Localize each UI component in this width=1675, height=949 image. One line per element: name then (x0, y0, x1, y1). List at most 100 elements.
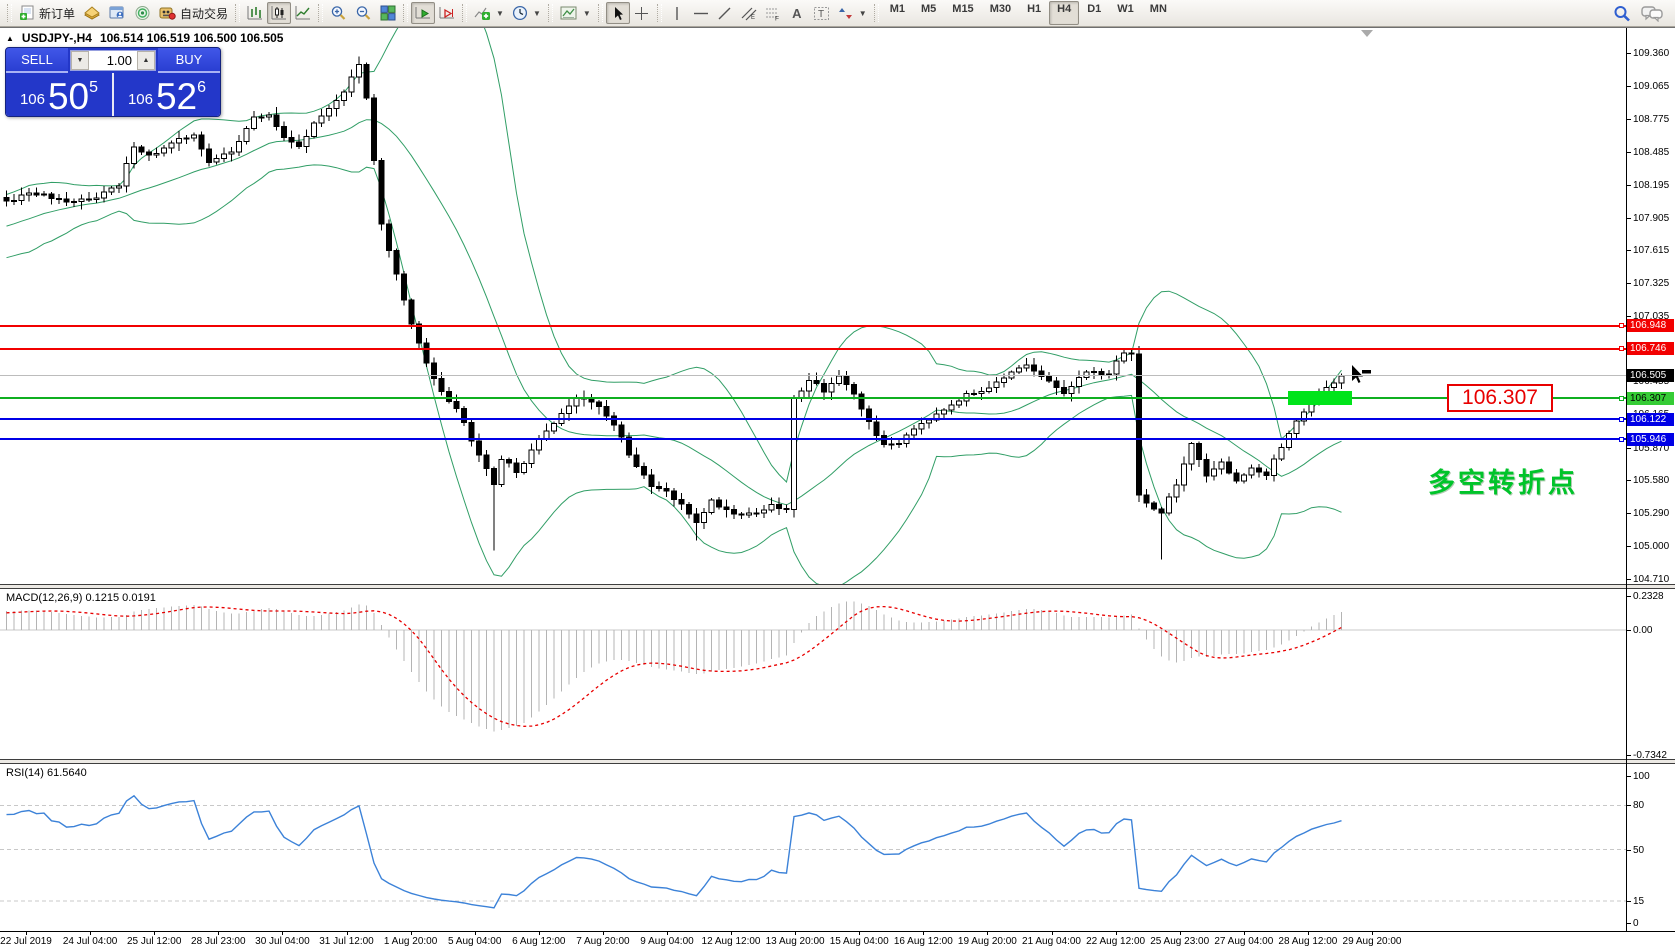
price-marker-105.946[interactable]: 105.946 (1627, 432, 1674, 446)
line-handle[interactable] (1619, 346, 1624, 352)
sell-price-big: 50 (47, 76, 90, 117)
toolbar-grip (597, 4, 603, 22)
timeframe-m15-button[interactable]: M15 (952, 3, 974, 15)
panel-splitter[interactable] (0, 759, 1675, 764)
indicators-button[interactable]: ▼ (470, 2, 508, 24)
zoom-in-button[interactable] (326, 2, 351, 24)
timeframe-m5-button[interactable]: M5 (921, 3, 937, 15)
terminal-button[interactable] (130, 2, 155, 24)
horizontal-level-line-105.946[interactable] (0, 438, 1626, 440)
line-handle[interactable] (1619, 395, 1624, 401)
toolbar-right-group (1613, 5, 1671, 22)
toolbar-grip (547, 4, 553, 22)
toolbar-grip (318, 4, 324, 22)
timeframe-mn-button[interactable]: MN (1149, 3, 1167, 15)
price-marker-106.948[interactable]: 106.948 (1627, 319, 1674, 333)
time-label: 31 Jul 12:00 (319, 936, 374, 947)
horizontal-line-tool-button[interactable] (689, 2, 713, 24)
timeframe-h1-button[interactable]: H1 (1027, 3, 1042, 15)
buy-price[interactable]: 106 52 6 (114, 73, 220, 116)
bar-chart-icon (247, 6, 263, 20)
bar-chart-mode-button[interactable] (243, 2, 267, 24)
channel-tool-button[interactable]: E (737, 2, 761, 24)
label-tool-button[interactable]: T (809, 2, 834, 24)
periods-button[interactable]: ▼ (508, 2, 545, 24)
line-handle[interactable] (1619, 436, 1624, 442)
timeframe-w1-button[interactable]: W1 (1117, 3, 1134, 15)
time-label: 22 Aug 12:00 (1086, 936, 1146, 947)
candle-chart-mode-button[interactable] (267, 2, 292, 24)
rsi-tick-100-tick (1627, 776, 1631, 777)
main-chart-canvas[interactable] (0, 28, 1675, 584)
line-handle[interactable] (1619, 416, 1624, 422)
chart-shift-button[interactable] (435, 2, 459, 24)
line-chart-mode-button[interactable] (291, 2, 315, 24)
time-tick (859, 932, 861, 935)
symbol-info-bar[interactable]: ▲ USDJPY-,H4 106.514 106.519 106.500 106… (6, 31, 283, 45)
templates-button[interactable]: ▼ (556, 2, 595, 24)
price-marker-106.307[interactable]: 106.307 (1627, 391, 1674, 405)
dropdown-caret-icon: ▼ (858, 8, 867, 18)
horizontal-level-line-106.307[interactable] (0, 397, 1626, 400)
new-order-button[interactable]: 新订单 (15, 2, 79, 24)
price-tick-108.195: 108.195 (1633, 179, 1670, 191)
zoom-out-button[interactable] (351, 2, 376, 24)
rsi-panel-canvas[interactable] (0, 764, 1675, 931)
sell-price[interactable]: 106 50 5 (6, 73, 112, 116)
vertical-line-tool-button[interactable] (665, 2, 689, 24)
price-marker-106.122[interactable]: 106.122 (1627, 412, 1674, 426)
timeframe-d1-button[interactable]: D1 (1087, 3, 1102, 15)
highlight-zone[interactable] (1288, 391, 1352, 406)
price-tick-107.905-tick (1627, 217, 1631, 219)
macd-tick--0.7342-tick (1627, 754, 1631, 756)
horizontal-level-line-106.746[interactable] (0, 347, 1626, 350)
rsi-tick-15: 15 (1633, 895, 1645, 907)
buy-button[interactable]: BUY (158, 48, 220, 73)
volume-increase-button[interactable]: ▲ (137, 51, 155, 70)
clock-icon (512, 5, 528, 21)
trendline-tool-button[interactable] (713, 2, 737, 24)
panel-splitter[interactable] (0, 584, 1675, 589)
equidistant-channel-icon: E (741, 7, 757, 21)
auto-scroll-button[interactable] (411, 2, 436, 24)
trade-panel-header: SELL ▼ 1.00 ▲ BUY (6, 48, 220, 73)
cursor-tool-button[interactable] (605, 2, 630, 24)
text-tool-button[interactable]: A (785, 2, 809, 24)
collapse-icon[interactable]: ▲ (6, 33, 14, 43)
search-icon[interactable] (1613, 5, 1631, 22)
crosshair-tool-button[interactable] (630, 2, 654, 24)
timeframe-m30-button[interactable]: M30 (989, 3, 1012, 15)
timeframe-m1-button[interactable]: M1 (889, 3, 905, 15)
price-tick-108.775: 108.775 (1633, 114, 1670, 126)
price-tick-105.290: 105.290 (1633, 508, 1670, 520)
market-watch-button[interactable] (79, 2, 105, 24)
horizontal-level-line-106.122[interactable] (0, 418, 1626, 421)
price-marker-106.746[interactable]: 106.746 (1627, 342, 1674, 356)
time-label: 6 Aug 12:00 (512, 936, 566, 947)
timeframe-h4-button[interactable]: H4 (1049, 1, 1080, 25)
dropdown-caret-icon: ▼ (532, 8, 541, 18)
navigator-button[interactable] (105, 2, 130, 24)
price-callout-label[interactable]: 106.307 (1447, 384, 1553, 413)
autotrading-button[interactable]: 自动交易 (155, 2, 232, 24)
price-marker-106.505[interactable]: 106.505 (1627, 369, 1674, 383)
sell-button[interactable]: SELL (6, 48, 68, 73)
price-tick-109.360: 109.360 (1633, 48, 1670, 59)
auto-scroll-icon (415, 7, 431, 19)
price-tick-107.035: 107.035 (1633, 310, 1670, 322)
volume-decrease-button[interactable]: ▼ (71, 51, 89, 70)
annotation-text[interactable]: 多空转折点 (1428, 468, 1578, 498)
macd-panel-canvas[interactable] (0, 589, 1675, 759)
line-handle[interactable] (1619, 323, 1624, 329)
fibonacci-tool-button[interactable]: F (761, 2, 785, 24)
time-axis[interactable]: 22 Jul 2019 24 Jul 04:00 25 Jul 12:00 28 Ju… (0, 931, 1675, 949)
one-click-trading-panel: SELL ▼ 1.00 ▲ BUY 106 50 5 106 52 6 (5, 47, 221, 117)
volume-value[interactable]: 1.00 (106, 53, 132, 68)
new-order-icon (20, 5, 34, 20)
tile-windows-button[interactable] (376, 2, 400, 24)
chat-icon[interactable] (1641, 5, 1663, 22)
horizontal-level-line-106.505[interactable] (0, 375, 1626, 377)
time-tick (154, 932, 156, 935)
arrows-tool-button[interactable]: ▼ (834, 2, 871, 24)
horizontal-level-line-106.948[interactable] (0, 324, 1626, 327)
